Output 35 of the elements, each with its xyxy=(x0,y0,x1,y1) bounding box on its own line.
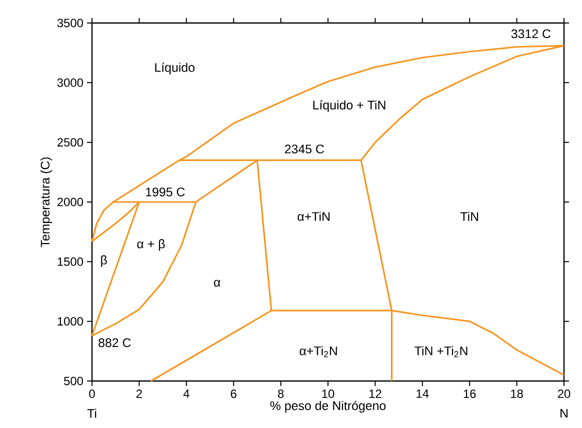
annotation: β xyxy=(101,255,107,267)
x-tick-label: 14 xyxy=(416,390,429,398)
annotation: 1995 C xyxy=(146,188,185,196)
annotation: α xyxy=(214,280,220,287)
x-tick-label: 2 xyxy=(136,390,142,398)
y-tick-label: 1000 xyxy=(58,317,84,326)
text: Ti xyxy=(87,408,96,418)
annotation: TiN xyxy=(460,212,478,221)
y-tick-label: 2000 xyxy=(57,198,84,206)
x-tick-label: 12 xyxy=(369,390,382,398)
text: N xyxy=(560,408,568,418)
annotation: 2345 C xyxy=(284,144,324,154)
annotation: 3312 C xyxy=(511,29,551,38)
y-tick-label: 1500 xyxy=(58,257,84,266)
annotation: Líquido + TiN xyxy=(313,100,386,112)
y-tick-label: 3000 xyxy=(57,78,84,87)
annotation: Líquido xyxy=(155,62,195,74)
y-axis-title: Temperatura (C) xyxy=(40,157,52,248)
annotation: α+TiN xyxy=(298,212,330,221)
annotation: 882 C xyxy=(98,338,131,348)
y-tick-label: 500 xyxy=(64,376,84,386)
x-tick-label: 10 xyxy=(322,390,334,398)
x-tick-label: 18 xyxy=(511,390,523,398)
x-axis-title: % peso de Nitrógeno xyxy=(270,400,386,413)
x-tick-label: 0 xyxy=(89,390,95,398)
annotation: TiN +Ti$_{2}$N xyxy=(414,346,468,358)
y-tick-label: 3500 xyxy=(57,18,84,28)
x-tick-label: 8 xyxy=(278,390,284,398)
x-tick-label: 16 xyxy=(464,390,476,398)
x-tick-label: 4 xyxy=(183,390,190,398)
annotation: α+Ti$_{2}$N xyxy=(300,346,337,358)
y-tick-label: 2500 xyxy=(57,138,84,147)
x-tick-label: 20 xyxy=(558,390,570,398)
x-tick-label: 6 xyxy=(230,390,236,398)
annotation: α + β xyxy=(137,239,165,251)
